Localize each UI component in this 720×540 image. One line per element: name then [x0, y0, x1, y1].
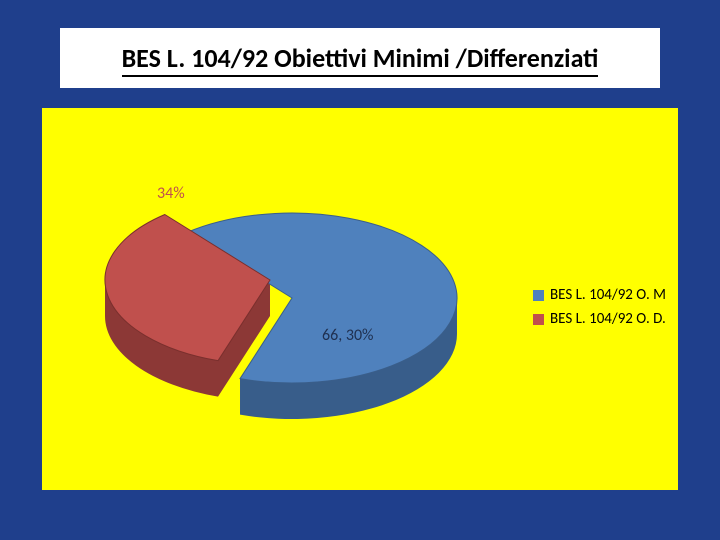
- page-title: BES L. 104/92 Obiettivi Minimi /Differen…: [122, 42, 599, 74]
- title-container: BES L. 104/92 Obiettivi Minimi /Differen…: [60, 28, 660, 88]
- slide: BES L. 104/92 Obiettivi Minimi /Differen…: [0, 0, 720, 540]
- legend-swatch-om: [533, 290, 544, 301]
- legend: BES L. 104/92 O. M BES L. 104/92 O. D.: [533, 283, 666, 331]
- legend-label-om: BES L. 104/92 O. M: [550, 283, 666, 307]
- legend-item-om: BES L. 104/92 O. M: [533, 283, 666, 307]
- legend-label-od: BES L. 104/92 O. D.: [550, 307, 666, 331]
- chart-area: 34% 66, 30% BES L. 104/92 O. M BES L. 10…: [42, 108, 678, 490]
- data-label-om: 66, 30%: [322, 326, 373, 345]
- legend-item-od: BES L. 104/92 O. D.: [533, 307, 666, 331]
- legend-swatch-od: [533, 314, 544, 325]
- data-label-od: 34%: [157, 184, 185, 203]
